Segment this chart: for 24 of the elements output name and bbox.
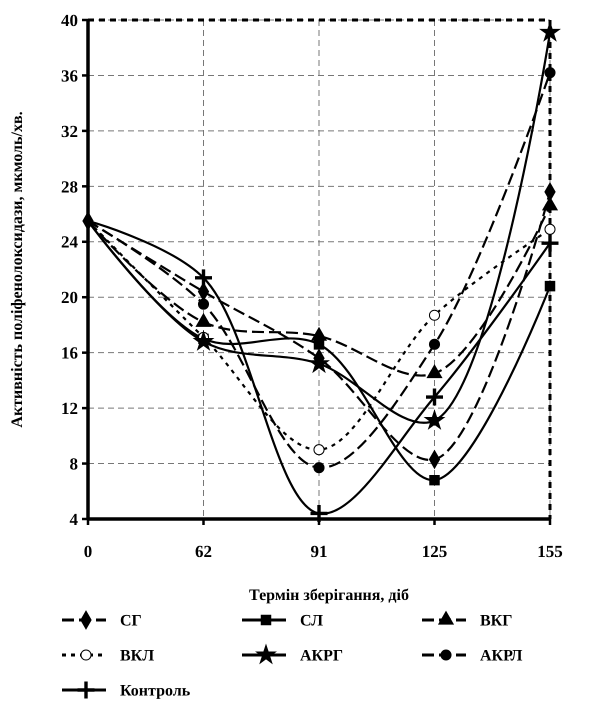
y-tick-label: 40 (61, 10, 78, 30)
x-tick-label: 125 (422, 542, 448, 561)
y-tick-label: 32 (61, 122, 78, 141)
y-tick-label: 20 (61, 288, 78, 308)
legend-label: АКРГ (300, 648, 344, 665)
y-tick-label: 16 (61, 344, 78, 363)
y-tick-label: 4 (70, 510, 78, 529)
x-tick-label: 62 (195, 542, 212, 561)
legend-label: СГ (120, 612, 142, 630)
legend-label: ВКЛ (120, 648, 154, 665)
legend-label: Контроль (120, 682, 191, 700)
y-tick-label: 28 (61, 177, 78, 196)
x-tick-label: 0 (84, 542, 92, 561)
x-axis-title: Термін зберігання, діб (249, 587, 409, 604)
x-tick-label: 91 (310, 542, 328, 561)
legend-label: ВКГ (480, 612, 512, 630)
legend-label: АКРЛ (480, 648, 523, 665)
legend-label: СЛ (300, 612, 324, 630)
y-axis-title: Активність поліфенолоксидази, мкмоль/хв. (9, 111, 26, 428)
y-tick-label: 24 (61, 232, 78, 252)
y-tick-label: 12 (61, 399, 78, 418)
y-tick-label: 36 (61, 66, 78, 86)
x-tick-label: 155 (537, 542, 563, 561)
y-tick-label: 8 (70, 454, 78, 474)
